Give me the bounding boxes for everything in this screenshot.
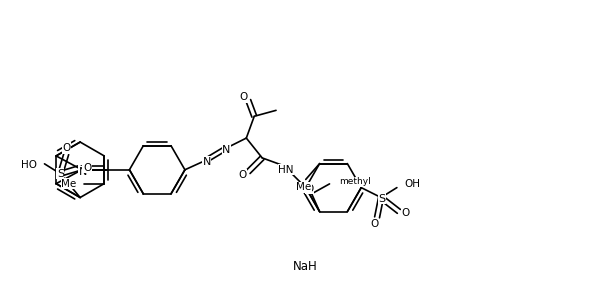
Text: S: S <box>78 165 86 175</box>
Text: Me: Me <box>296 182 312 193</box>
Text: O: O <box>370 219 378 229</box>
Text: O: O <box>240 93 247 103</box>
Text: O: O <box>62 143 70 153</box>
Text: HN: HN <box>278 165 294 175</box>
Text: methyl: methyl <box>340 177 371 186</box>
Text: O: O <box>83 163 91 173</box>
Text: NaH: NaH <box>293 260 317 273</box>
Text: S: S <box>57 169 64 179</box>
Text: O: O <box>401 208 410 218</box>
Text: O: O <box>306 184 314 194</box>
Text: N: N <box>202 157 211 167</box>
Text: S: S <box>378 193 386 204</box>
Text: HO: HO <box>21 160 37 170</box>
Text: N: N <box>79 167 87 177</box>
Text: OH: OH <box>405 179 421 189</box>
Text: Me: Me <box>61 179 76 189</box>
Text: N: N <box>222 145 231 155</box>
Text: O: O <box>238 170 246 180</box>
